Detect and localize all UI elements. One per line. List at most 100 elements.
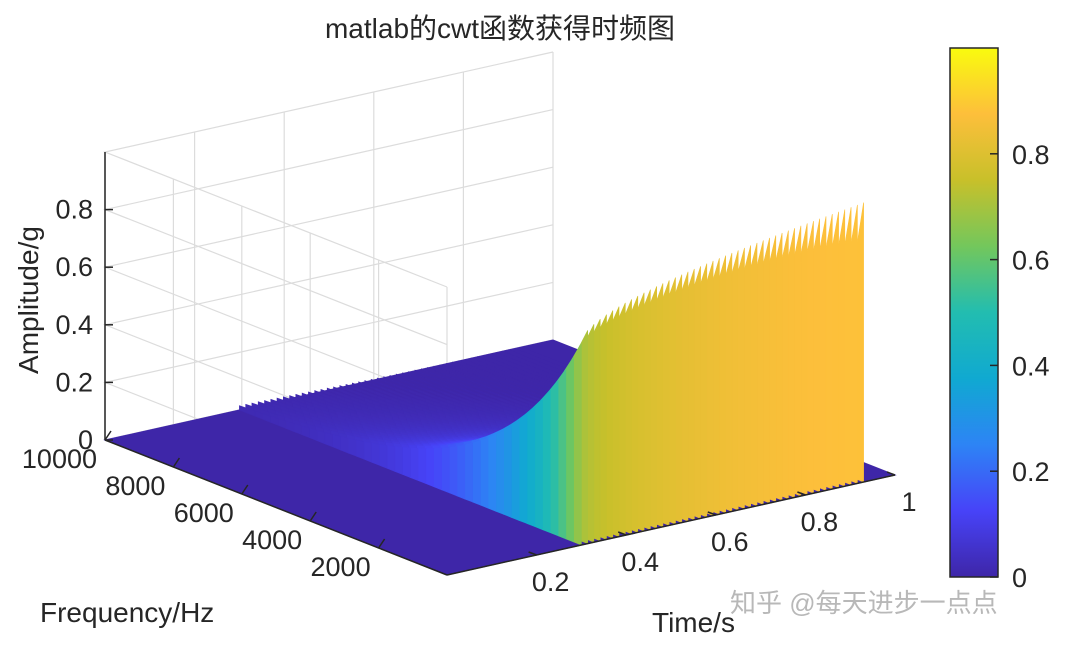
surface-ridge-segment bbox=[537, 352, 546, 357]
colorbar-ticks: 0 0.2 0.4 0.6 0.8 bbox=[990, 140, 1050, 593]
y-tick-mark bbox=[172, 457, 181, 468]
y-tick-label: 8000 bbox=[105, 471, 165, 501]
z-tick-label: 0.6 bbox=[55, 252, 93, 282]
surface-ridge-segment bbox=[464, 358, 474, 364]
y-tick-label: 10000 bbox=[22, 444, 97, 474]
surface-ridge-segment bbox=[495, 429, 505, 515]
surface-ridge-segment bbox=[414, 369, 424, 375]
surface-ridge-segment bbox=[377, 377, 386, 383]
surface-ridge-segment bbox=[452, 361, 461, 366]
surface-ridge-segment bbox=[364, 380, 373, 386]
x-tick-mark bbox=[617, 531, 627, 536]
x-axis-label: Time/s bbox=[652, 607, 735, 638]
surface-ridge-segment bbox=[483, 354, 493, 359]
surface-ridge-segment bbox=[370, 378, 380, 385]
surface-ridge-segment bbox=[496, 352, 505, 357]
z-tick-label: 0.2 bbox=[55, 367, 93, 397]
surface-ridge-segment bbox=[549, 379, 559, 537]
surface-ridge-segment bbox=[511, 419, 520, 521]
surface-ridge-segment bbox=[557, 368, 567, 540]
surface-ridge-segment bbox=[378, 444, 388, 469]
x-tick-mark bbox=[797, 491, 806, 496]
surface-ridge-segment bbox=[433, 365, 442, 371]
colorbar-tick-label: 0 bbox=[1012, 563, 1027, 593]
surface-ridge-segment bbox=[363, 441, 372, 463]
surface-ridge-segment bbox=[351, 382, 361, 389]
surface-ridge-segment bbox=[565, 356, 574, 543]
surface-ridge-segment bbox=[530, 354, 540, 359]
z-tick-label: 0.4 bbox=[55, 310, 93, 340]
surface-ridge-segment bbox=[471, 357, 480, 362]
surface-ridge-segment bbox=[408, 371, 417, 376]
surface-ridge-segment bbox=[389, 374, 399, 380]
surface-ridge-segment bbox=[340, 436, 349, 454]
surface-ridge-segment bbox=[345, 383, 355, 390]
x-tick-label: 0.8 bbox=[801, 507, 839, 537]
x-tick-mark bbox=[886, 471, 896, 476]
surface-ridge-segment bbox=[239, 405, 248, 414]
y-tick-mark bbox=[104, 430, 112, 441]
surface-ridge-segment bbox=[472, 439, 481, 506]
surface-ridge-segment bbox=[446, 363, 455, 368]
surface-ridge-segment bbox=[320, 388, 330, 396]
surface-ridge-segment bbox=[534, 398, 543, 531]
surface-ridge-segment bbox=[410, 447, 419, 482]
x-tick-mark bbox=[707, 511, 717, 516]
surface-ridge-segment bbox=[502, 350, 511, 355]
surface-ridge-segment bbox=[402, 447, 411, 478]
y-tick-label: 4000 bbox=[242, 525, 302, 555]
x-tick-label: 1 bbox=[901, 487, 916, 517]
y-tick-label: 2000 bbox=[311, 552, 371, 582]
y-tick-mark bbox=[241, 484, 249, 495]
surface-ridge-segment bbox=[480, 437, 489, 509]
surface-ridge-segment bbox=[518, 413, 528, 524]
axis-ticks: 0 0.2 0.4 0.6 0.8 2000 4000 6000 8000 10000 0.2 0.4… bbox=[22, 195, 917, 597]
surface-ridge-segment bbox=[542, 389, 551, 534]
x-tick-label: 0.2 bbox=[532, 567, 570, 597]
surface-ridge-segment bbox=[433, 447, 442, 491]
colorbar-tick-label: 0.4 bbox=[1012, 351, 1050, 381]
surface-ridge-segment bbox=[458, 360, 468, 365]
surface-ridge-segment bbox=[394, 446, 403, 475]
x-tick-label: 0.4 bbox=[621, 547, 659, 577]
surface-ridge-segment bbox=[526, 406, 536, 528]
z-tick-label: 0 bbox=[78, 425, 93, 455]
surface-ridge-segment bbox=[339, 385, 348, 392]
surface-ridge-segment bbox=[524, 355, 533, 360]
colorbar bbox=[949, 47, 999, 578]
surface-ridge-segment bbox=[355, 439, 365, 460]
x-axis-line bbox=[446, 474, 896, 576]
x-tick-label: 0.6 bbox=[711, 527, 749, 557]
surface-ridge-segment bbox=[371, 442, 380, 466]
surface-ridge-segment bbox=[521, 346, 530, 351]
surface-ridge-segment bbox=[441, 446, 450, 494]
surface-ridge-segment bbox=[347, 437, 357, 457]
surface-ridge-segment bbox=[425, 448, 435, 488]
y-tick-mark bbox=[377, 538, 386, 549]
watermark-text: 知乎 @每天进步一点点 bbox=[730, 588, 998, 618]
surface-plot bbox=[239, 202, 864, 546]
surface-ridge-segment bbox=[427, 367, 436, 372]
surface-ridge-segment bbox=[326, 387, 336, 394]
surface-ridge-segment bbox=[477, 356, 486, 361]
surface-ridge-segment bbox=[439, 364, 449, 369]
surface-ridge-segment bbox=[464, 442, 473, 503]
surface-ridge-segment bbox=[386, 445, 396, 472]
axes-lines bbox=[104, 152, 896, 576]
surface-ridge-segment bbox=[489, 353, 499, 358]
surface-ridge-segment bbox=[308, 391, 317, 399]
surface-ridge-segment bbox=[314, 390, 323, 397]
surface-ridge-segment bbox=[420, 368, 430, 373]
y-axis-line bbox=[104, 439, 448, 576]
surface-ridge-segment bbox=[515, 348, 524, 352]
surface-ridge-segment bbox=[383, 376, 392, 382]
surface-ridge-segment bbox=[456, 444, 466, 500]
y-tick-label: 6000 bbox=[174, 498, 234, 528]
surface-ridge-segment bbox=[487, 433, 497, 512]
surface-ridge-segment bbox=[358, 381, 367, 387]
surface-ridge-segment bbox=[301, 392, 311, 400]
surface-ridge-segment bbox=[508, 349, 518, 354]
surface-ridge-segment bbox=[402, 372, 411, 378]
surface-ridge-segment bbox=[333, 386, 342, 393]
